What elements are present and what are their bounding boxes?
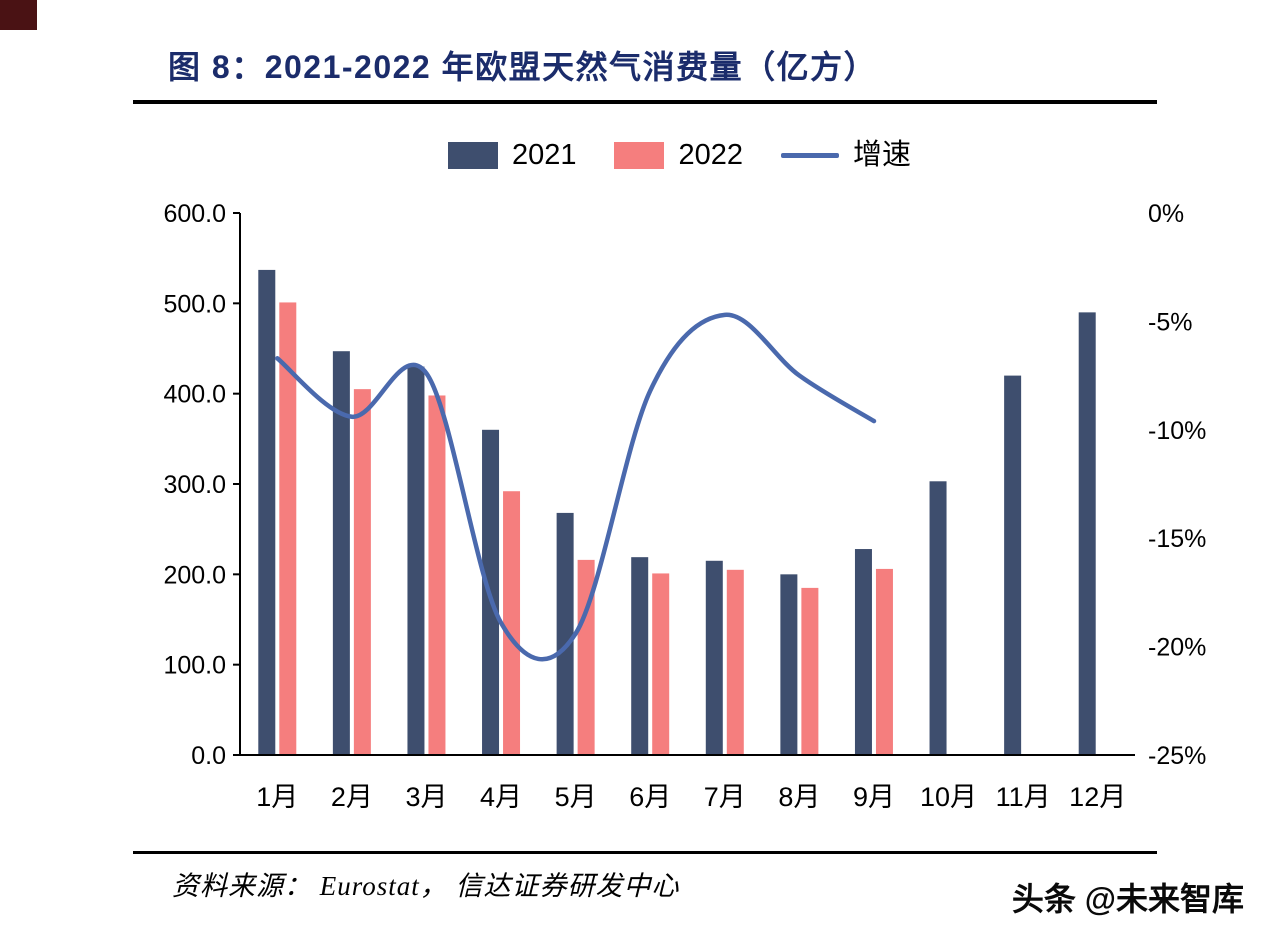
x-axis-month-label: 5月 — [555, 782, 597, 812]
x-axis-month-label: 4月 — [480, 782, 522, 812]
left-axis-label: 300.0 — [163, 471, 226, 499]
right-axis-label: -20% — [1148, 634, 1206, 662]
left-axis-label: 0.0 — [191, 742, 226, 770]
source-note: 资料来源： Eurostat， 信达证券研发中心 — [172, 871, 680, 901]
left-axis-label: 200.0 — [163, 561, 226, 589]
x-axis-month-label: 10月 — [920, 782, 977, 812]
bar-2021 — [407, 366, 425, 755]
legend-line-swatch-growth — [781, 152, 839, 158]
x-axis-month-label: 12月 — [1069, 782, 1126, 812]
x-axis-month-label: 2月 — [331, 782, 373, 812]
right-axis-label: -25% — [1148, 742, 1206, 770]
bar-2021 — [332, 351, 350, 755]
page-title: 图 8：2021-2022 年欧盟天然气消费量（亿方） — [168, 49, 878, 85]
x-axis-month-label: 3月 — [405, 782, 447, 812]
bar-2021 — [1004, 375, 1022, 755]
x-axis-month-label: 7月 — [704, 782, 746, 812]
left-axis-label: 600.0 — [163, 200, 226, 228]
bar-2021 — [258, 269, 276, 755]
title-divider — [133, 100, 1157, 104]
bar-2021 — [556, 512, 574, 755]
right-axis-label: -15% — [1148, 525, 1206, 553]
bar-2022 — [875, 568, 893, 755]
bar-2021 — [631, 557, 649, 755]
right-axis-label: -10% — [1148, 417, 1206, 445]
corner-mark — [0, 0, 37, 30]
bar-2022 — [577, 559, 595, 755]
footer-divider — [133, 851, 1157, 854]
left-axis-label: 100.0 — [163, 652, 226, 680]
legend-label-2021: 2021 — [511, 139, 577, 171]
bar-2021 — [705, 560, 723, 755]
bar-2021 — [1078, 312, 1096, 755]
legend-swatch-2021 — [447, 141, 498, 169]
x-axis-month-label: 6月 — [629, 782, 671, 812]
bar-2022 — [652, 573, 670, 755]
bar-2022 — [503, 491, 521, 755]
right-axis-label: 0% — [1148, 200, 1184, 228]
bar-2022 — [726, 569, 744, 755]
bar-2022 — [353, 389, 371, 755]
growth-rate-line — [275, 312, 877, 662]
x-axis-month-label: 9月 — [853, 782, 895, 812]
left-axis-label: 500.0 — [163, 290, 226, 318]
left-axis-label: 400.0 — [163, 381, 226, 409]
bar-2022 — [279, 302, 297, 755]
legend-label-growth: 增速 — [853, 139, 912, 171]
bar-2021 — [929, 481, 947, 755]
x-axis-month-label: 1月 — [256, 782, 298, 812]
chart-legend: 2021 2022 增速 — [0, 138, 1288, 172]
x-axis-month-label: 8月 — [778, 782, 820, 812]
right-axis-label: -5% — [1148, 308, 1192, 336]
bar-2021 — [854, 549, 872, 755]
watermark-text: 头条 @未来智库 — [1011, 881, 1244, 917]
bar-2021 — [780, 574, 798, 755]
bar-2022 — [428, 395, 446, 755]
legend-label-2022: 2022 — [678, 139, 743, 171]
x-axis-month-label: 11月 — [996, 782, 1051, 812]
legend-swatch-2022 — [614, 141, 665, 169]
bar-2022 — [801, 587, 819, 755]
